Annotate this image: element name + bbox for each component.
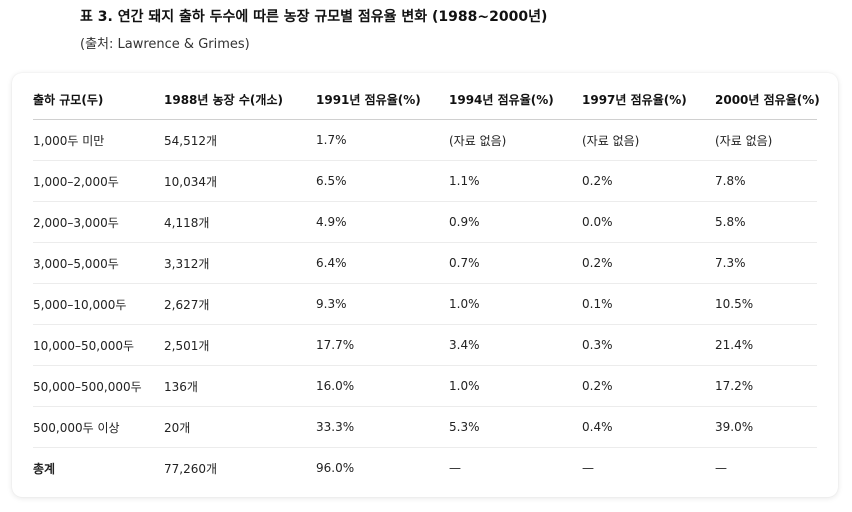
table-cell: 33.3% — [316, 406, 449, 448]
table-cell: 7.3% — [715, 242, 817, 284]
table-cell: 77,260개 — [164, 461, 218, 476]
table-cell: 4,118개 — [164, 201, 316, 243]
table-cell: — — [449, 461, 461, 475]
table-cell: 2,501개 — [164, 324, 316, 366]
table-cell: 2,000–3,000두 — [33, 201, 164, 243]
table-row: 10,000–50,000두 2,501개 17.7% 3.4% 0.3% 21… — [33, 324, 817, 366]
table-cell: 21.4% — [715, 324, 817, 366]
farm-share-table: 출하 규모(두) 1988년 농장 수(개소) 1991년 점유율(%) 199… — [33, 80, 820, 489]
table-cell: 0.0% — [582, 201, 715, 243]
column-header: 출하 규모(두) — [33, 80, 164, 120]
table-title: 표 3. 연간 돼지 출하 두수에 따른 농장 규모별 점유율 변화 (1988… — [80, 9, 548, 25]
table-cell: 50,000–500,000두 — [33, 365, 164, 407]
table-row: 50,000–500,000두 136개 16.0% 1.0% 0.2% 17.… — [33, 365, 817, 407]
table-row: 1,000–2,000두 10,034개 6.5% 1.1% 0.2% 7.8% — [33, 160, 817, 202]
column-header: 1991년 점유율(%) — [316, 80, 449, 120]
table-cell: 17.2% — [715, 365, 817, 407]
table-cell: (자료 없음) — [449, 119, 582, 161]
table-cell: 1.1% — [449, 160, 582, 202]
table-cell: 0.2% — [582, 242, 715, 284]
table-cell: 54,512개 — [164, 119, 316, 161]
table-cell: 3,000–5,000두 — [33, 242, 164, 284]
table-cell: 10,000–50,000두 — [33, 324, 164, 366]
table-header-row: 출하 규모(두) 1988년 농장 수(개소) 1991년 점유율(%) 199… — [33, 80, 820, 120]
table-cell: 1.7% — [316, 119, 449, 161]
table-cell: 7.8% — [715, 160, 817, 202]
column-header: 2000년 점유율(%) — [715, 80, 820, 120]
table-source: (출처: Lawrence & Grimes) — [80, 37, 250, 52]
table-cell: 0.3% — [582, 324, 715, 366]
table-cell: 3.4% — [449, 324, 582, 366]
table-cell: 16.0% — [316, 365, 449, 407]
table-cell: 1,000–2,000두 — [33, 160, 164, 202]
table-cell: 2,627개 — [164, 283, 316, 325]
table-cell: 3,312개 — [164, 242, 316, 284]
table-cell: (자료 없음) — [582, 119, 715, 161]
table-cell: 0.1% — [582, 283, 715, 325]
table-cell: 5.3% — [449, 406, 582, 448]
table-cell: 39.0% — [715, 406, 817, 448]
table-cell: 136개 — [164, 365, 316, 407]
table-cell: 5,000–10,000두 — [33, 283, 164, 325]
table-cell: 10,034개 — [164, 160, 316, 202]
table-cell: 0.9% — [449, 201, 582, 243]
table-row: 3,000–5,000두 3,312개 6.4% 0.7% 0.2% 7.3% — [33, 242, 817, 284]
table-cell: 6.5% — [316, 160, 449, 202]
table-cell: 0.4% — [582, 406, 715, 448]
table-cell: 0.2% — [582, 365, 715, 407]
table-cell: — — [582, 461, 594, 475]
table-total-row: 총계 77,260개 96.0% — — — — [33, 448, 817, 489]
table-row: 2,000–3,000두 4,118개 4.9% 0.9% 0.0% 5.8% — [33, 201, 817, 243]
column-header: 1988년 농장 수(개소) — [164, 80, 316, 120]
table-cell: — — [715, 461, 727, 475]
column-header: 1997년 점유율(%) — [582, 80, 715, 120]
table-row: 5,000–10,000두 2,627개 9.3% 1.0% 0.1% 10.5… — [33, 283, 817, 325]
table-cell: 1.0% — [449, 283, 582, 325]
table-cell: 5.8% — [715, 201, 817, 243]
column-header: 1994년 점유율(%) — [449, 80, 582, 120]
table-cell: 1,000두 미만 — [33, 119, 164, 161]
table-cell: 17.7% — [316, 324, 449, 366]
table-cell: 0.2% — [582, 160, 715, 202]
table-cell: 10.5% — [715, 283, 817, 325]
table-cell: (자료 없음) — [715, 119, 817, 161]
table-cell: 총계 — [33, 461, 56, 476]
table-cell: 6.4% — [316, 242, 449, 284]
table-row: 1,000두 미만 54,512개 1.7% (자료 없음) (자료 없음) (… — [33, 119, 817, 161]
table-cell: 9.3% — [316, 283, 449, 325]
table-cell: 20개 — [164, 406, 316, 448]
table-row: 500,000두 이상 20개 33.3% 5.3% 0.4% 39.0% — [33, 406, 817, 448]
table-cell: 4.9% — [316, 201, 449, 243]
table-cell: 0.7% — [449, 242, 582, 284]
table-cell: 500,000두 이상 — [33, 406, 164, 448]
table-card: 출하 규모(두) 1988년 농장 수(개소) 1991년 점유율(%) 199… — [12, 73, 838, 497]
table-cell: 96.0% — [316, 461, 355, 475]
table-cell: 1.0% — [449, 365, 582, 407]
